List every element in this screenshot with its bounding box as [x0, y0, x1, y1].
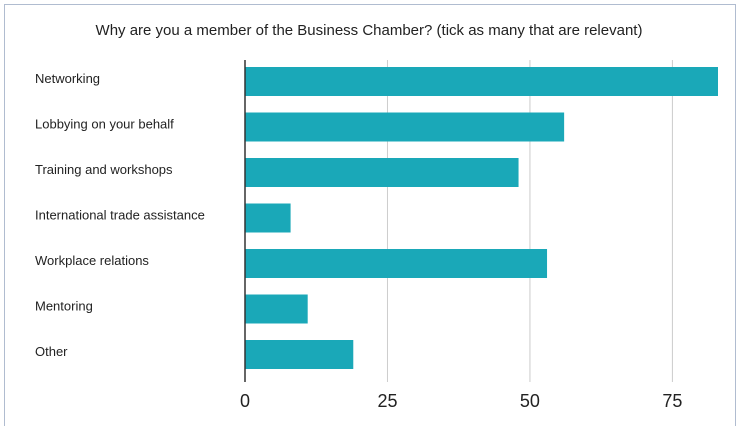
chart-title: Why are you a member of the Business Cha… — [95, 22, 643, 39]
category-labels: Networking Lobbying on your behalf Trainin… — [35, 71, 205, 359]
gridlines — [386, 60, 673, 382]
bar — [245, 158, 519, 187]
bars — [245, 67, 718, 369]
x-tick-labels: 0 25 50 75 — [240, 391, 682, 411]
bar — [245, 249, 548, 278]
x-tick-label: 50 — [520, 391, 540, 411]
chart-frame — [4, 4, 736, 426]
category-label: Mentoring — [35, 298, 93, 313]
category-label: Workplace relations — [35, 253, 149, 268]
x-tick-label: 25 — [377, 391, 397, 411]
category-label: Training and workshops — [35, 162, 173, 177]
x-tick-label: 0 — [240, 391, 250, 411]
bar — [245, 340, 354, 369]
bar — [245, 203, 291, 233]
category-label: Other — [35, 344, 68, 359]
bar — [245, 112, 565, 142]
category-label: Networking — [35, 71, 100, 86]
x-tick-label: 75 — [662, 391, 682, 411]
category-label: Lobbying on your behalf — [35, 116, 174, 131]
bar — [245, 294, 308, 324]
category-label: International trade assistance — [35, 207, 205, 222]
bar — [245, 67, 718, 96]
